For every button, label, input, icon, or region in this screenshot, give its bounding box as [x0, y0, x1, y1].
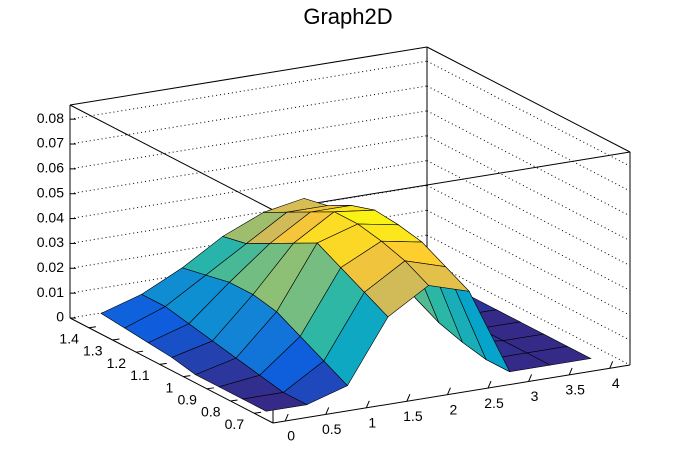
- y-tick-label: 1.4: [59, 330, 79, 346]
- grid-line: [426, 110, 631, 217]
- x-tick-label: 0.5: [322, 421, 342, 437]
- x-tick: [446, 387, 451, 395]
- z-tick-label: 0.02: [37, 259, 64, 275]
- z-tick-label: 0.05: [37, 184, 64, 200]
- x-tick: [609, 361, 614, 369]
- grid-line: [69, 135, 428, 195]
- box-edge: [69, 46, 428, 106]
- chart-title: Graph2D: [303, 4, 392, 29]
- grid-line: [426, 135, 631, 242]
- y-tick-label: 0.8: [201, 404, 221, 420]
- y-tick-label: 1.1: [130, 367, 150, 383]
- z-tick-label: 0.08: [37, 110, 64, 126]
- x-tick-label: 2.5: [484, 395, 504, 411]
- x-tick: [325, 407, 330, 415]
- grid-line: [69, 184, 428, 244]
- y-tick-label: 0.7: [225, 416, 245, 432]
- grid-line: [426, 184, 631, 291]
- y-tick-label: 0.9: [177, 392, 197, 408]
- x-tick: [284, 413, 289, 422]
- grid-line: [426, 85, 631, 192]
- z-tick-label: 0.06: [37, 160, 64, 176]
- x-tick: [365, 400, 370, 409]
- y-tick: [230, 399, 238, 402]
- box-edge: [272, 151, 631, 211]
- z-tick-label: 0.07: [37, 135, 64, 151]
- z-tick-label: 0.04: [37, 209, 64, 225]
- y-tick-label: 1.3: [83, 343, 103, 359]
- x-tick-label: 3.5: [565, 382, 585, 398]
- x-tick-label: 1: [368, 415, 376, 431]
- x-tick-label: 3: [531, 388, 539, 404]
- y-tick: [112, 338, 120, 341]
- x-tick: [406, 394, 411, 402]
- x-axis: [272, 364, 631, 424]
- grid-line: [426, 60, 631, 167]
- box-edge: [426, 46, 631, 153]
- y-tick: [159, 362, 167, 365]
- x-tick: [528, 374, 533, 382]
- grid-line: [69, 85, 428, 145]
- y-tick: [88, 326, 96, 329]
- z-tick-label: 0.01: [37, 284, 64, 300]
- z-tick-label: 0: [56, 309, 64, 325]
- z-tick-label: 0.03: [37, 234, 64, 250]
- y-axis: [69, 317, 274, 424]
- grid-line: [69, 160, 428, 220]
- y-tick-label: 1.2: [107, 355, 127, 371]
- surface-cell: [241, 392, 308, 412]
- x-tick-label: 0: [287, 428, 295, 444]
- x-tick-label: 4: [612, 375, 620, 391]
- box-edge: [69, 104, 274, 211]
- x-tick: [487, 380, 492, 389]
- y-tick: [206, 387, 214, 390]
- grid-line: [69, 110, 428, 170]
- y-tick: [254, 411, 262, 414]
- x-tick: [568, 367, 573, 376]
- x-tick-label: 2: [450, 401, 458, 417]
- grid-line: [426, 160, 631, 267]
- y-tick: [183, 375, 191, 378]
- x-tick-label: 1.5: [403, 408, 423, 424]
- y-tick-label: 1: [166, 379, 174, 395]
- y-tick: [136, 350, 144, 353]
- grid-line: [69, 60, 428, 120]
